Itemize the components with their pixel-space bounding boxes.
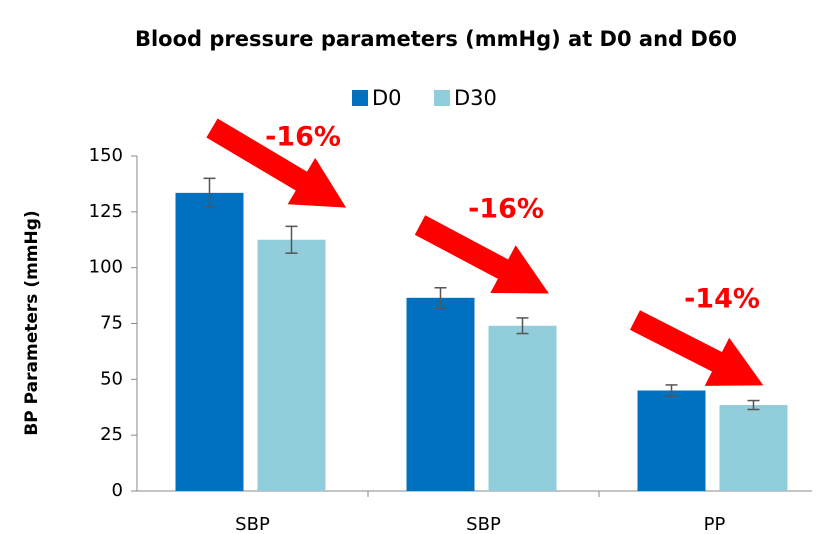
y-tick-label: 150 — [89, 145, 123, 166]
arrow — [206, 118, 347, 208]
y-tick-label: 75 — [100, 313, 123, 334]
arrow — [630, 310, 764, 386]
legend-label: D30 — [454, 86, 497, 110]
y-axis-label: BP Parameters (mmHg) — [22, 210, 42, 435]
x-tick-label: PP — [704, 514, 726, 534]
x-tick-label: SBP — [466, 514, 501, 534]
arrows — [206, 118, 764, 386]
error-bar — [203, 177, 216, 209]
arrow — [414, 215, 549, 294]
error-bar — [516, 317, 529, 335]
error-bar — [665, 384, 678, 397]
annotation: -16% — [265, 122, 341, 153]
bar — [637, 390, 706, 491]
bar — [257, 239, 326, 491]
y-tick-label: 50 — [100, 368, 123, 389]
legend-label: D0 — [372, 86, 402, 110]
bar — [175, 192, 244, 491]
annotation: -14% — [684, 284, 760, 315]
bar — [406, 297, 475, 491]
error-bar — [285, 225, 298, 254]
bar — [488, 325, 557, 491]
error-bar — [434, 287, 447, 309]
legend-swatch — [352, 90, 368, 106]
bar — [719, 405, 788, 491]
y-tick-label: 25 — [100, 424, 123, 445]
y-tick-label: 125 — [89, 201, 123, 222]
y-tick-label: 100 — [89, 257, 123, 278]
y-tick-label: 0 — [112, 480, 123, 501]
chart-title: Blood pressure parameters (mmHg) at D0 a… — [135, 27, 737, 51]
x-tick-label: SBP — [235, 514, 270, 534]
legend-swatch — [434, 90, 450, 106]
error-bar — [747, 399, 760, 411]
annotation: -16% — [468, 194, 544, 225]
